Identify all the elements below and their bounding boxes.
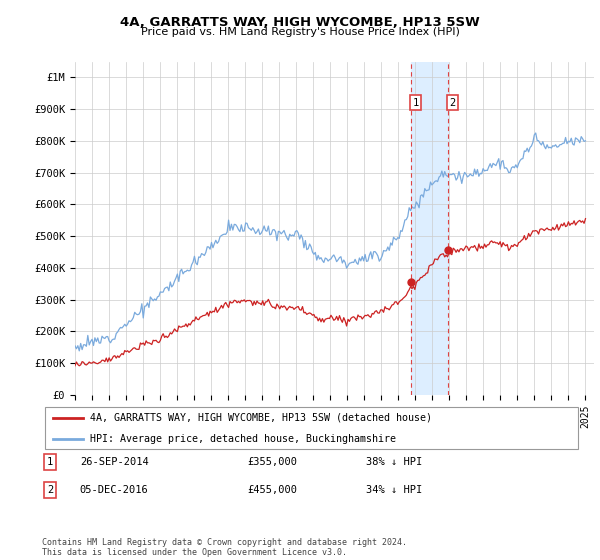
Text: £455,000: £455,000 bbox=[247, 485, 297, 495]
Text: 34% ↓ HPI: 34% ↓ HPI bbox=[366, 485, 422, 495]
Text: 26-SEP-2014: 26-SEP-2014 bbox=[80, 457, 149, 467]
Text: 4A, GARRATTS WAY, HIGH WYCOMBE, HP13 5SW: 4A, GARRATTS WAY, HIGH WYCOMBE, HP13 5SW bbox=[120, 16, 480, 29]
Text: 1: 1 bbox=[47, 457, 53, 467]
Text: Price paid vs. HM Land Registry's House Price Index (HPI): Price paid vs. HM Land Registry's House … bbox=[140, 27, 460, 37]
FancyBboxPatch shape bbox=[45, 407, 578, 449]
Text: 2: 2 bbox=[449, 98, 455, 108]
Text: 2: 2 bbox=[47, 485, 53, 495]
Text: Contains HM Land Registry data © Crown copyright and database right 2024.
This d: Contains HM Land Registry data © Crown c… bbox=[42, 538, 407, 557]
Text: 38% ↓ HPI: 38% ↓ HPI bbox=[366, 457, 422, 467]
Text: 1: 1 bbox=[412, 98, 419, 108]
Bar bbox=[411, 62, 448, 395]
Text: HPI: Average price, detached house, Buckinghamshire: HPI: Average price, detached house, Buck… bbox=[89, 434, 395, 444]
Text: 4A, GARRATTS WAY, HIGH WYCOMBE, HP13 5SW (detached house): 4A, GARRATTS WAY, HIGH WYCOMBE, HP13 5SW… bbox=[89, 413, 431, 423]
Text: 05-DEC-2016: 05-DEC-2016 bbox=[80, 485, 149, 495]
Text: £355,000: £355,000 bbox=[247, 457, 297, 467]
